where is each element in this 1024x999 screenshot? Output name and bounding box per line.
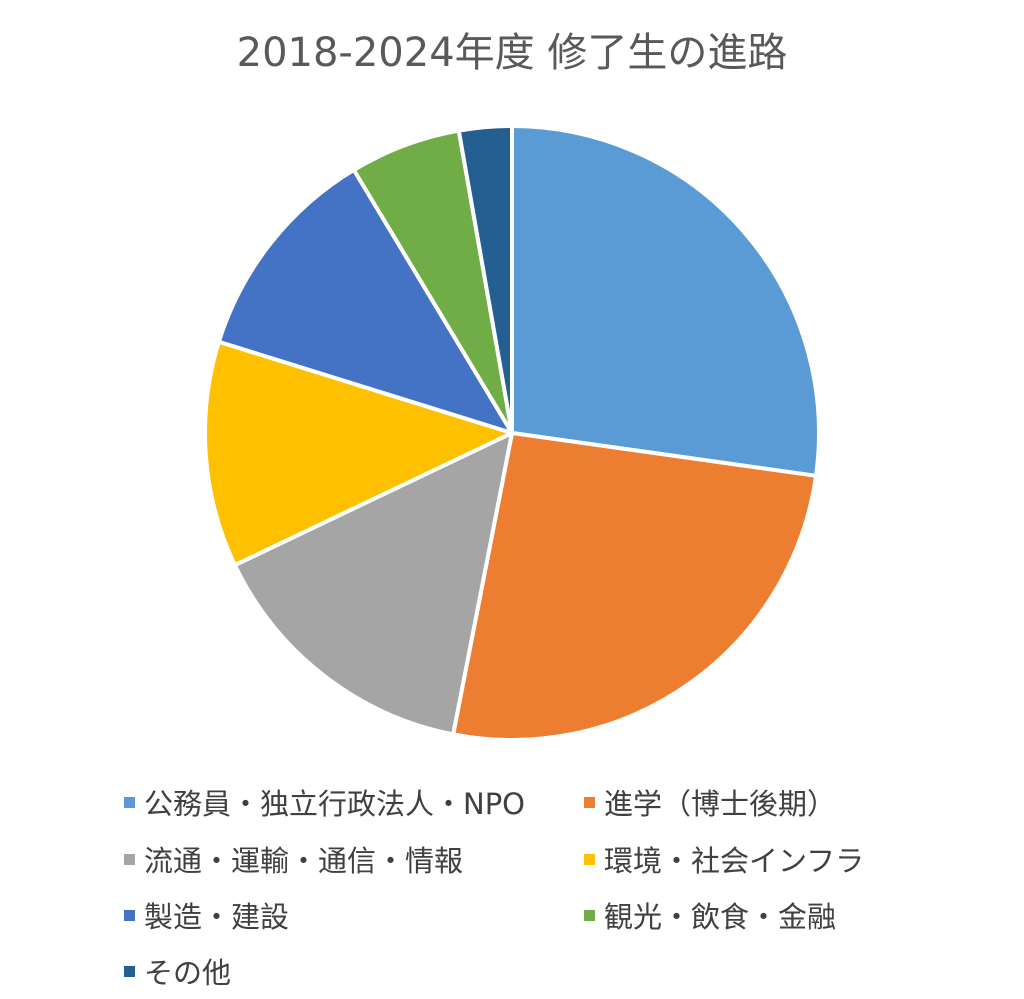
pie-slice (456, 124, 514, 435)
legend-item: 進学（博士後期） (584, 787, 836, 821)
pie-slices (203, 124, 822, 742)
legend-label: 公務員・独立行政法人・NPO (144, 787, 525, 821)
pie-slice (451, 431, 818, 742)
legend-swatch (124, 910, 135, 921)
legend-label: 流通・運輸・通信・情報 (144, 844, 463, 878)
legend-item: 製造・建設 (124, 900, 289, 934)
legend-label: 製造・建設 (144, 900, 289, 934)
legend-label: 環境・社会インフラ (604, 844, 864, 878)
legend-swatch (124, 797, 135, 808)
legend-item: 公務員・独立行政法人・NPO (124, 787, 525, 821)
legend-label: その他 (144, 956, 231, 990)
legend-item: 観光・飲食・金融 (584, 900, 836, 934)
legend-item: 流通・運輸・通信・情報 (124, 844, 463, 878)
pie-slice (232, 431, 514, 737)
legend-swatch (124, 854, 135, 865)
chart-title: 2018-2024年度 修了生の進路 (237, 30, 788, 76)
legend-label: 観光・飲食・金融 (604, 900, 836, 934)
legend-swatch (584, 797, 595, 808)
pie-slice (216, 167, 514, 435)
pie-slice (510, 124, 822, 478)
legend-label: 進学（博士後期） (604, 787, 836, 821)
pie-slice (203, 339, 514, 568)
legend-swatch (584, 910, 595, 921)
legend-item: その他 (124, 956, 231, 990)
legend: 公務員・独立行政法人・NPO 進学（博士後期） 流通・運輸・通信・情報 環境・社会イン… (124, 787, 864, 990)
legend-item: 環境・社会インフラ (584, 844, 864, 878)
legend-swatch (124, 966, 135, 977)
legend-swatch (584, 854, 595, 865)
